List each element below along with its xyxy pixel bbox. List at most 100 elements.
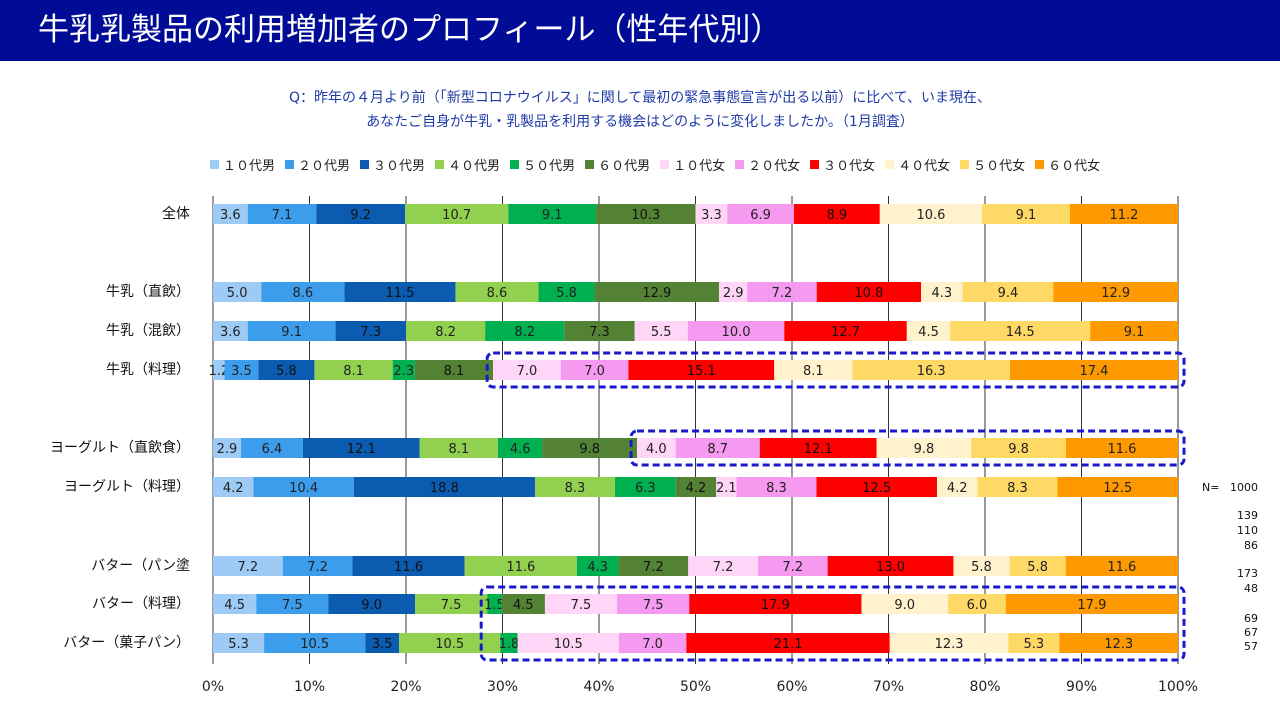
sample-size-value: 110 xyxy=(1237,524,1258,537)
legend-label: ４０代女 xyxy=(898,158,951,174)
bar-segment xyxy=(634,321,688,341)
bar-segment xyxy=(628,360,775,380)
data-label: 13.0 xyxy=(876,560,905,575)
data-label: 5.8 xyxy=(1027,560,1048,575)
bar-segment xyxy=(213,633,265,653)
bar-segment xyxy=(982,204,1070,224)
legend-label: １０代男 xyxy=(223,158,276,174)
data-label: 8.6 xyxy=(487,286,508,301)
legend-swatch xyxy=(585,159,595,169)
bar-segment xyxy=(827,556,954,576)
bar-segment xyxy=(314,360,393,380)
sample-size-value: 1000 xyxy=(1230,481,1258,494)
data-label: 21.1 xyxy=(774,637,803,652)
n-label: N= xyxy=(1202,481,1220,494)
x-tick-label: 70% xyxy=(873,679,904,695)
bar-segment xyxy=(493,360,561,380)
page-title: 牛乳乳製品の利用増加者のプロフィール（性年代別） xyxy=(38,12,782,48)
bar-segment xyxy=(485,321,565,341)
bar-segment xyxy=(950,321,1091,341)
legend-swatch xyxy=(435,159,445,169)
bar-segment xyxy=(784,321,907,341)
sample-size-value: 139 xyxy=(1237,509,1258,522)
data-label: 8.7 xyxy=(707,442,728,457)
data-label: 10.4 xyxy=(289,481,318,496)
bar-segment xyxy=(637,438,676,458)
data-label: 8.3 xyxy=(1007,481,1028,496)
category-label: 牛乳（混飲） xyxy=(106,323,190,339)
data-label: 4.2 xyxy=(686,481,707,496)
data-label: 10.5 xyxy=(554,637,583,652)
bar-segment xyxy=(508,204,597,224)
legend-label: ５０代男 xyxy=(523,158,576,174)
highlight-box xyxy=(485,351,1186,389)
data-label: 7.5 xyxy=(643,598,664,613)
data-label: 3.5 xyxy=(231,364,252,379)
data-label: 11.6 xyxy=(506,560,535,575)
bar-segment xyxy=(594,282,720,302)
data-label: 5.3 xyxy=(228,637,249,652)
data-label: 7.0 xyxy=(584,364,605,379)
bar-segment xyxy=(686,633,890,653)
bar-segment xyxy=(615,477,676,497)
data-label: 4.5 xyxy=(224,598,245,613)
bar-segment xyxy=(977,477,1058,497)
data-label: 4.2 xyxy=(223,481,244,496)
data-label: 2.9 xyxy=(217,442,238,457)
bar-segment xyxy=(538,282,595,302)
bar-segment xyxy=(213,594,257,614)
bar-segment xyxy=(716,477,737,497)
bar-segment xyxy=(328,594,416,614)
bar-segment xyxy=(889,633,1009,653)
x-tick-label: 60% xyxy=(776,679,807,695)
x-tick-label: 40% xyxy=(583,679,614,695)
data-label: 15.1 xyxy=(687,364,716,379)
data-label: 9.1 xyxy=(281,325,302,340)
bar-segment xyxy=(1005,594,1178,614)
data-label: 9.1 xyxy=(542,208,563,223)
data-label: 7.2 xyxy=(713,560,734,575)
bar-segment xyxy=(618,633,687,653)
bar-segment xyxy=(399,633,501,653)
data-label: 10.0 xyxy=(722,325,751,340)
bar-segment xyxy=(861,594,949,614)
category-label: バター（料理） xyxy=(92,596,190,612)
bar-segment xyxy=(258,360,315,380)
data-label: 12.9 xyxy=(1101,286,1130,301)
data-label: 11.6 xyxy=(1107,560,1136,575)
legend-item: １０代女 xyxy=(660,155,725,174)
bar-segment xyxy=(414,360,494,380)
legend-swatch xyxy=(1035,159,1045,169)
sample-size-value: 86 xyxy=(1244,539,1258,552)
bar-segment xyxy=(455,282,539,302)
data-label: 4.0 xyxy=(646,442,667,457)
bar-segment xyxy=(736,477,817,497)
data-label: 7.2 xyxy=(307,560,328,575)
data-label: 4.5 xyxy=(918,325,939,340)
bar-segment xyxy=(687,321,785,341)
x-tick-label: 80% xyxy=(969,679,1000,695)
bar-segment xyxy=(879,204,983,224)
legend-item: ４０代男 xyxy=(435,155,500,174)
data-label: 1.2 xyxy=(208,364,229,379)
data-label: 8.1 xyxy=(803,364,824,379)
bar-segment xyxy=(1009,556,1066,576)
data-label: 7.0 xyxy=(517,364,538,379)
data-label: 5.8 xyxy=(276,364,297,379)
bar-segment xyxy=(534,477,616,497)
data-label: 2.9 xyxy=(723,286,744,301)
data-label: 10.8 xyxy=(854,286,883,301)
data-label: 9.1 xyxy=(1124,325,1145,340)
category-label: 牛乳（直飲） xyxy=(106,284,190,300)
data-label: 17.4 xyxy=(1079,364,1108,379)
data-label: 12.1 xyxy=(347,442,376,457)
legend-item: ４０代女 xyxy=(885,155,950,174)
bar-segment xyxy=(695,204,728,224)
data-label: 5.8 xyxy=(971,560,992,575)
bar-segment xyxy=(1057,477,1178,497)
bar-segment xyxy=(1090,321,1178,341)
bar-segment xyxy=(576,556,619,576)
legend-swatch xyxy=(735,159,745,169)
bar-segment xyxy=(241,438,303,458)
data-label: 4.3 xyxy=(931,286,952,301)
